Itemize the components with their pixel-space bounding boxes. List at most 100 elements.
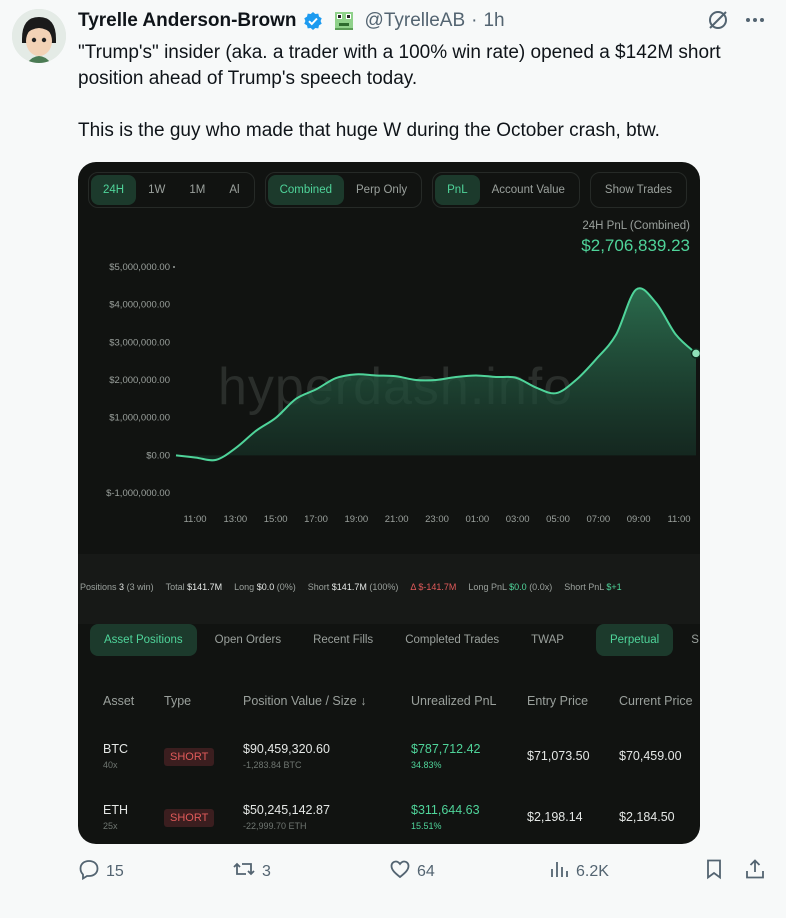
display-name[interactable]: Tyrelle Anderson-Brown [78, 10, 297, 31]
stat-positions: Positions 3 (3 win) [80, 582, 154, 592]
current-price: $70,459.00 [619, 749, 682, 763]
scope-tabs: Combined Perp Only [264, 172, 423, 208]
entry-price: $71,073.50 [527, 749, 590, 763]
type-badge: SHORT [164, 748, 215, 766]
y-tick-label: $4,000,000.00 [109, 300, 170, 311]
y-tick-label: $0.00 [146, 450, 170, 461]
separator: · [471, 10, 478, 31]
top-icons [706, 8, 766, 37]
position-size: -1,283.84 BTC [243, 760, 302, 770]
x-tick-label: 01:00 [465, 514, 489, 525]
bookmark-icon [704, 858, 724, 885]
axis-dot [173, 266, 175, 268]
x-tick-label: 05:00 [546, 514, 570, 525]
stat-long-pnl: Long PnL $0.0 (0.0x) [468, 582, 553, 592]
views-button[interactable]: 6.2K [548, 858, 609, 885]
tweet-text-line1: "Trump's" insider (aka. a trader with a … [78, 42, 721, 89]
tweet-actions: 15 3 64 6.2K [78, 858, 778, 890]
stats-line: Positions 3 (3 win) Total $141.7M Long $… [80, 582, 622, 592]
repost-button[interactable]: 3 [232, 858, 271, 885]
tab-1w[interactable]: 1W [148, 184, 166, 196]
reply-count: 15 [106, 862, 124, 880]
tab-recent-fills[interactable]: Recent Fills [313, 634, 374, 646]
grok-icon[interactable] [706, 8, 730, 37]
bookmark-button[interactable] [704, 858, 724, 885]
verified-badge-icon [303, 11, 323, 31]
like-count: 64 [417, 862, 435, 880]
handle[interactable]: @TyrelleAB [364, 10, 466, 31]
x-tick-label: 17:00 [304, 514, 328, 525]
x-tick-label: 21:00 [385, 514, 409, 525]
show-trades-button[interactable]: Show Trades [604, 184, 673, 196]
x-tick-label: 15:00 [264, 514, 288, 525]
current-price: $2,184.50 [619, 810, 675, 824]
reply-button[interactable]: 15 [78, 858, 124, 885]
tab-completed-trades[interactable]: Completed Trades [405, 634, 500, 646]
position-tabs: Asset Positions Open Orders Recent Fills… [90, 622, 700, 658]
col-current-price[interactable]: Current Price [619, 694, 693, 708]
tweet-text: "Trump's" insider (aka. a trader with a … [78, 40, 778, 144]
x-tick-label: 19:00 [344, 514, 368, 525]
asset-name: BTC [103, 742, 128, 756]
pnl-label: 24H PnL (Combined) [582, 220, 690, 232]
stat-short: Short $141.7M (100%) [307, 582, 399, 592]
tab-account-value[interactable]: Account Value [491, 184, 565, 196]
series-line [175, 287, 697, 462]
x-tick-label: 13:00 [223, 514, 247, 525]
x-tick-label: 11:00 [667, 514, 690, 525]
y-tick-label: $3,000,000.00 [109, 337, 170, 348]
tab-perp-only[interactable]: Perp Only [356, 184, 408, 196]
media-screenshot[interactable]: 24H 1W 1M Al Combined Perp Only PnL Acco… [78, 162, 700, 844]
retweet-icon [232, 858, 256, 885]
position-value: $50,245,142.87 [243, 803, 330, 817]
timestamp[interactable]: 1h [483, 10, 505, 31]
tab-combined[interactable]: Combined [267, 175, 344, 205]
col-asset[interactable]: Asset [103, 694, 135, 708]
col-position-value[interactable]: Position Value / Size ↓ [243, 694, 367, 708]
chart-tabbar: 24H 1W 1M Al Combined Perp Only PnL Acco… [88, 172, 690, 208]
share-icon [744, 858, 766, 885]
repost-count: 3 [262, 862, 271, 880]
tab-open-orders[interactable]: Open Orders [214, 634, 282, 646]
tab-all[interactable]: Al [229, 184, 240, 196]
tweet-text-line2: This is the guy who made that huge W dur… [78, 120, 660, 141]
leverage: 25x [103, 821, 118, 831]
views-icon [548, 858, 570, 885]
metric-tabs: PnL Account Value [432, 172, 580, 208]
tab-1m[interactable]: 1M [189, 184, 206, 196]
tab-asset-positions[interactable]: Asset Positions [90, 624, 197, 656]
stat-delta: Δ $-141.7M [410, 582, 457, 592]
position-value: $90,459,320.60 [243, 742, 330, 756]
y-tick-label: $5,000,000.00 [109, 262, 170, 273]
y-tick-label: $2,000,000.00 [109, 375, 170, 386]
col-type[interactable]: Type [164, 694, 192, 708]
tab-spot[interactable]: S [691, 634, 699, 646]
tab-twap[interactable]: TWAP [531, 634, 564, 646]
show-trades-group: Show Trades [589, 172, 688, 208]
share-button[interactable] [744, 858, 766, 885]
tab-perpetual[interactable]: Perpetual [595, 624, 674, 656]
stat-short-pnl: Short PnL $+1 [564, 582, 622, 592]
x-tick-label: 09:00 [627, 514, 651, 525]
tab-pnl[interactable]: PnL [435, 175, 480, 205]
y-tick-label: $1,000,000.00 [109, 413, 170, 424]
pnl-chart: $5,000,000.00 $4,000,000.00 $3,000,000.00 $… [106, 262, 700, 525]
unrealized-pnl: $311,644.63 [411, 803, 480, 817]
stat-long: Long $0.0 (0%) [234, 582, 296, 592]
series-area [176, 288, 696, 461]
like-button[interactable]: 64 [389, 858, 435, 885]
tab-24h[interactable]: 24H [91, 175, 137, 205]
type-badge: SHORT [164, 809, 215, 827]
leverage: 40x [103, 760, 118, 770]
entry-price: $2,198.14 [527, 810, 583, 824]
avatar[interactable] [12, 9, 66, 63]
unrealized-pnl: $787,712.42 [411, 742, 481, 756]
stats-bar [78, 554, 700, 624]
more-icon[interactable] [744, 9, 766, 36]
x-tick-label: 11:00 [183, 514, 206, 525]
col-unrealized-pnl[interactable]: Unrealized PnL [411, 694, 497, 708]
unrealized-pnl-pct: 34.83% [411, 760, 442, 770]
col-entry-price[interactable]: Entry Price [527, 694, 589, 708]
x-tick-label: 03:00 [506, 514, 530, 525]
